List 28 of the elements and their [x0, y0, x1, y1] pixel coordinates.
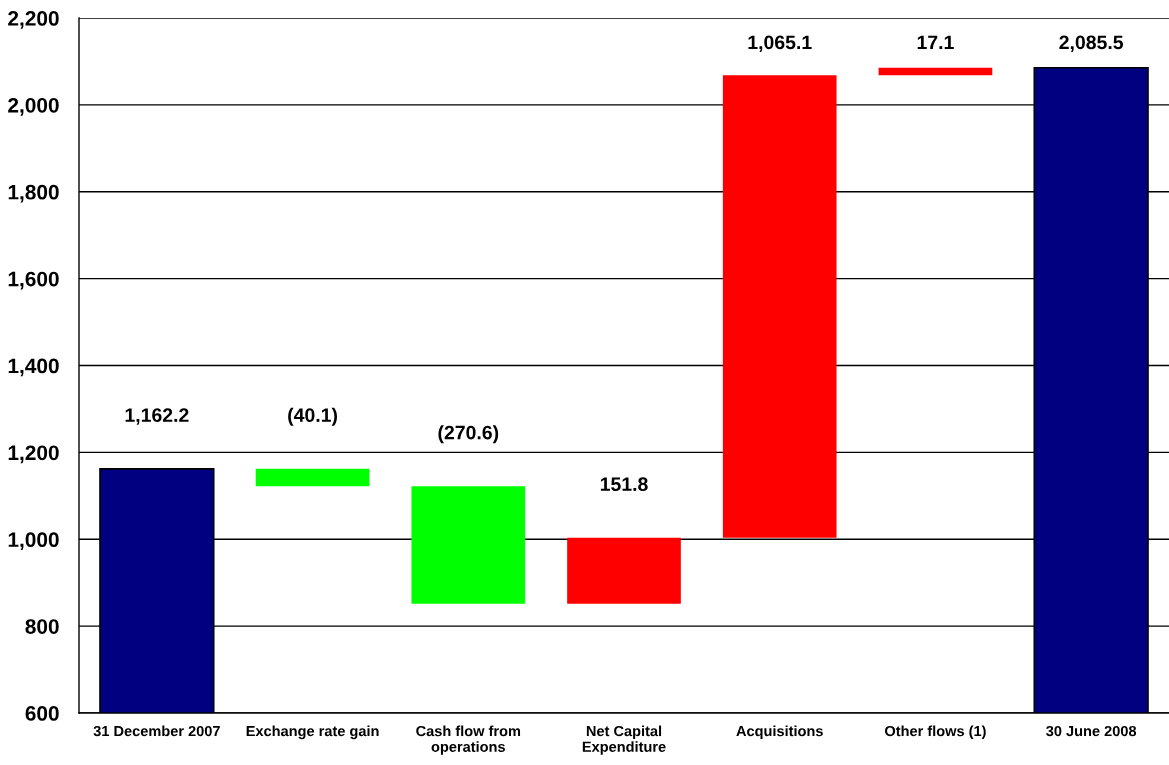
bar [722, 75, 837, 538]
data-label: (40.1) [288, 407, 337, 426]
bar [567, 537, 681, 604]
data-label: 151.8 [600, 477, 648, 492]
data-label: 2,085.5 [1059, 35, 1124, 53]
data-label: 1,162.2 [125, 408, 189, 425]
y-tick-label: 1,400 [8, 358, 59, 377]
x-tick-label: 31 December 2007 [93, 725, 220, 737]
y-tick-label: 1,200 [8, 445, 59, 464]
data-label: 1,065.1 [748, 35, 812, 53]
y-tick-label: 1,600 [8, 271, 59, 290]
x-tick-label: Exchange rate gain [246, 725, 379, 740]
bar [411, 486, 526, 604]
data-label: 17.1 [917, 35, 954, 50]
x-tick-label: 30 June 2008 [1046, 725, 1137, 737]
y-tick-label: 600 [25, 706, 59, 721]
y-tick-label: 2,000 [8, 97, 59, 116]
bar [255, 468, 370, 487]
x-tick-label: Cash flow from operations [416, 725, 521, 755]
y-tick-label: 800 [25, 619, 59, 634]
bar [878, 67, 993, 76]
y-tick-label: 1,800 [8, 184, 59, 203]
y-tick-label: 2,200 [8, 11, 59, 29]
data-label: (270.6) [438, 425, 499, 444]
y-tick-label: 1,000 [8, 532, 59, 551]
x-tick-label: Net Capital Expenditure [582, 725, 666, 755]
x-tick-label: Other flows (1) [884, 725, 986, 740]
x-tick-label: Acquisitions [736, 725, 823, 740]
